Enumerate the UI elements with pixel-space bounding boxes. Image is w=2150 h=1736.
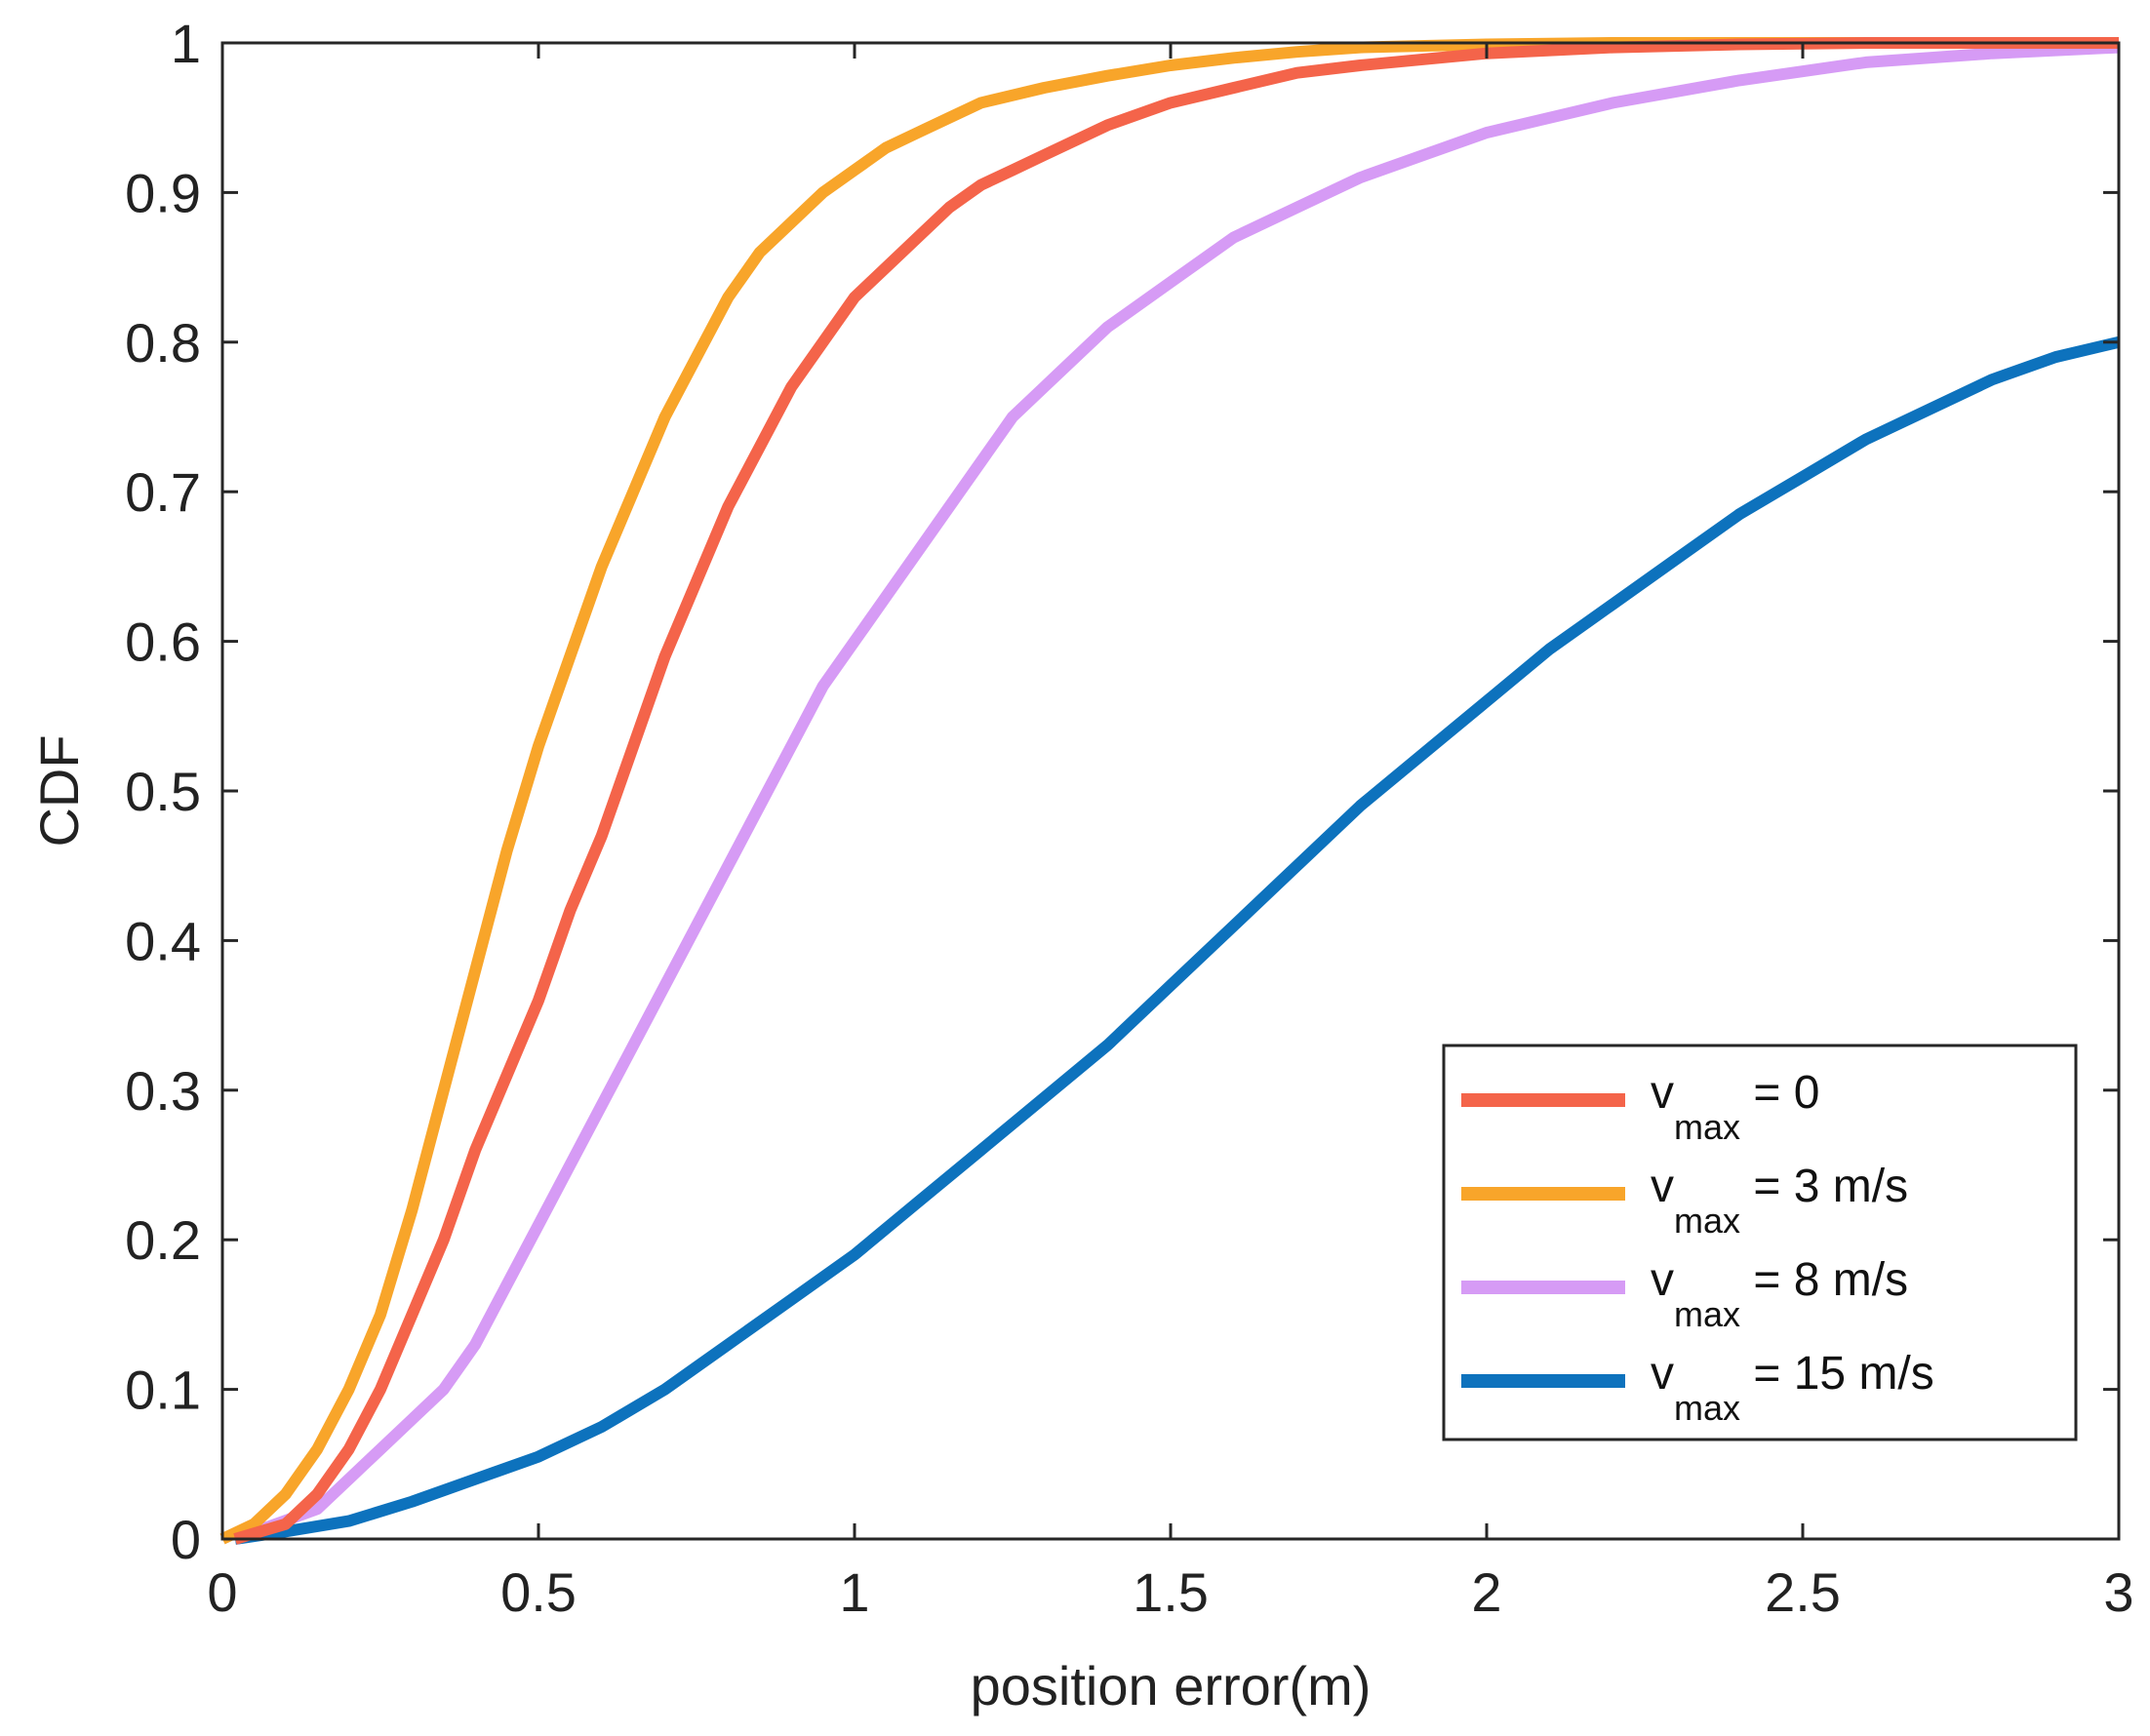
legend-label-main-0: v <box>1651 1067 1674 1119</box>
legend-label-sub-1: max <box>1674 1201 1740 1241</box>
x-tick-label-6: 3 <box>2103 1561 2133 1623</box>
y-tick-labels: 0 0.1 0.2 0.3 0.4 0.5 0.6 0.7 0.8 0.9 1 <box>125 13 201 1570</box>
legend-label-1: vmax = 3 m/s <box>1651 1161 1908 1241</box>
y-tick-label-1: 0.1 <box>125 1360 201 1421</box>
x-tick-label-1: 0.5 <box>500 1561 577 1623</box>
legend-label-main-1: v <box>1651 1161 1674 1212</box>
legend-label-rest-2: = 8 m/s <box>1740 1254 1908 1306</box>
y-tick-label-10: 1 <box>171 13 201 74</box>
y-tick-label-9: 0.9 <box>125 162 201 223</box>
tick-marks <box>220 41 2121 1541</box>
legend-label-3: vmax = 15 m/s <box>1651 1348 1934 1428</box>
x-tick-labels: 0 0.5 1 1.5 2 2.5 3 <box>207 1561 2133 1623</box>
legend-label-rest-0: = 0 <box>1740 1067 1819 1119</box>
legend-label-main-2: v <box>1651 1254 1674 1306</box>
series-layer <box>219 37 2121 1545</box>
series-line-1 <box>219 37 2119 1545</box>
legend-label-sub-3: max <box>1674 1388 1740 1428</box>
y-tick-label-8: 0.8 <box>125 312 201 374</box>
x-tick-label-0: 0 <box>207 1561 237 1623</box>
series-line-0 <box>233 37 2119 1545</box>
y-tick-label-5: 0.5 <box>125 761 201 822</box>
y-tick-label-3: 0.3 <box>125 1060 201 1122</box>
y-tick-label-6: 0.6 <box>125 612 201 673</box>
x-tick-label-4: 2 <box>1471 1561 1501 1623</box>
y-axis-title: CDF <box>28 734 90 847</box>
legend-label-main-3: v <box>1651 1348 1674 1400</box>
legend-label-sub-0: max <box>1674 1107 1740 1147</box>
series-line-2 <box>232 41 2120 1545</box>
legend-label-2: vmax = 8 m/s <box>1651 1254 1908 1334</box>
y-tick-label-0: 0 <box>171 1509 201 1570</box>
legend-label-rest-3: = 15 m/s <box>1740 1348 1934 1400</box>
series-line-3 <box>234 335 2121 1545</box>
y-tick-label-7: 0.7 <box>125 461 201 523</box>
y-tick-label-4: 0.4 <box>125 910 201 971</box>
x-axis-title: position error(m) <box>971 1655 1372 1716</box>
x-tick-label-5: 2.5 <box>1765 1561 1841 1623</box>
legend-box <box>1442 1044 2078 1441</box>
x-tick-label-2: 1 <box>839 1561 869 1623</box>
x-tick-label-3: 1.5 <box>1133 1561 1209 1623</box>
legend-label-sub-2: max <box>1674 1294 1740 1334</box>
legend-label-rest-1: = 3 m/s <box>1740 1161 1908 1212</box>
legend-label-0: vmax = 0 <box>1651 1067 1819 1147</box>
y-tick-label-2: 0.2 <box>125 1209 201 1271</box>
